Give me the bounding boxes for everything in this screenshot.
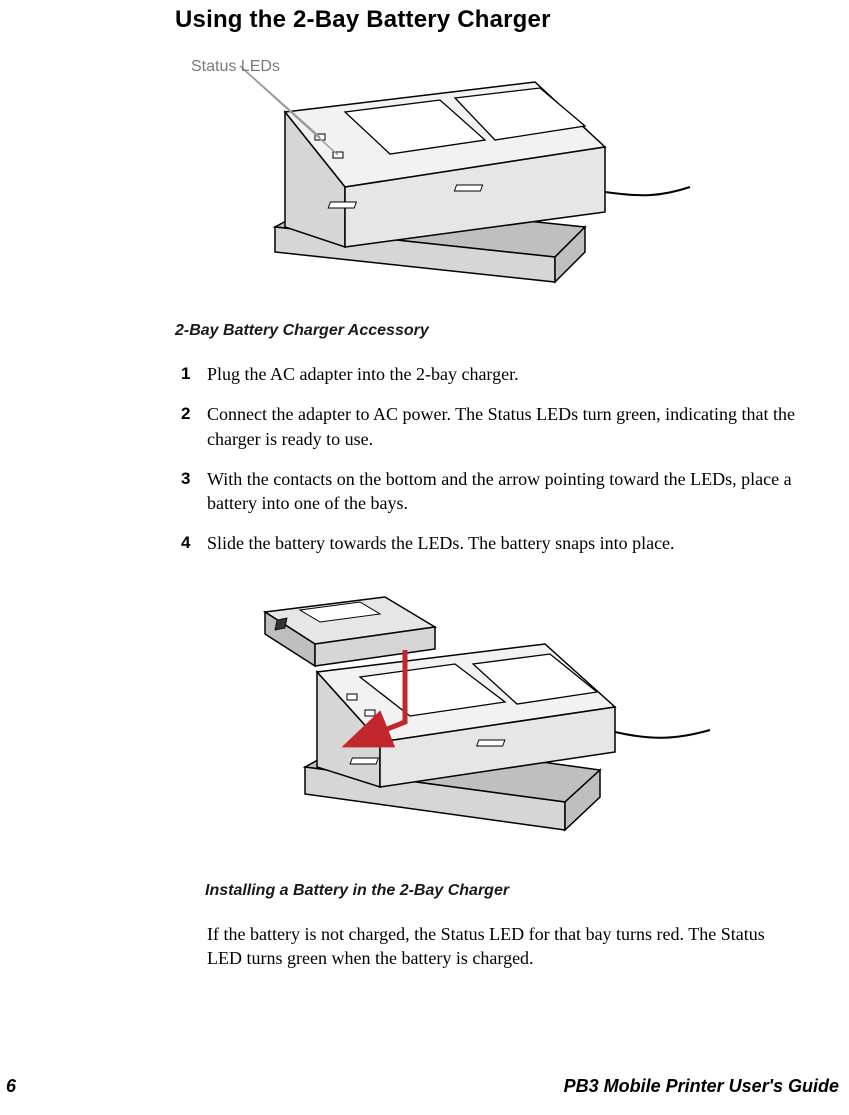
install-battery-illustration — [205, 572, 725, 872]
guide-title: PB3 Mobile Printer User's Guide — [564, 1076, 839, 1097]
charger-accessory-illustration — [185, 52, 705, 312]
content-column: Using the 2-Bay Battery Charger Status L… — [175, 0, 805, 970]
step-item: Slide the battery towards the LEDs. The … — [181, 531, 805, 555]
figure1-caption: 2-Bay Battery Charger Accessory — [175, 322, 805, 340]
page-number: 6 — [6, 1076, 16, 1097]
step-item: Connect the adapter to AC power. The Sta… — [181, 402, 805, 451]
figure-install-battery — [205, 572, 805, 872]
figure-2bay-charger: Status LEDs — [185, 52, 805, 312]
step-item: With the contacts on the bottom and the … — [181, 467, 805, 516]
callout-status-leds: Status LEDs — [191, 58, 280, 76]
step-item: Plug the AC adapter into the 2-bay charg… — [181, 362, 805, 386]
figure2-caption: Installing a Battery in the 2-Bay Charge… — [205, 882, 805, 900]
section-heading: Using the 2-Bay Battery Charger — [175, 6, 805, 34]
closing-paragraph: If the battery is not charged, the Statu… — [207, 922, 797, 971]
page: Using the 2-Bay Battery Charger Status L… — [0, 0, 849, 1115]
instruction-steps: Plug the AC adapter into the 2-bay charg… — [181, 362, 805, 556]
